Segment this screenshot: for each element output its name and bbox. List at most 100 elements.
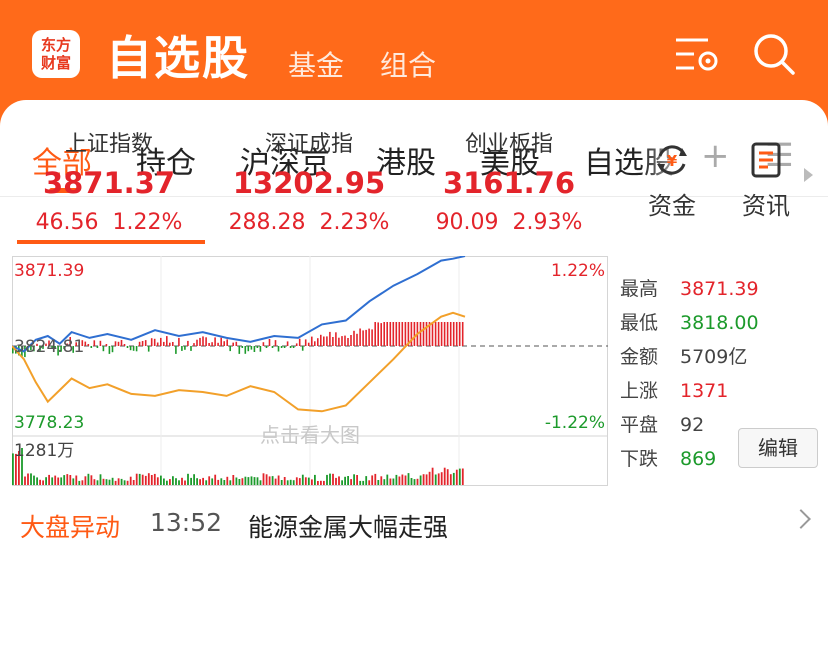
- volume-bar: [404, 475, 407, 485]
- intraday-chart[interactable]: 3871.39 3824.81 3778.23 1.22% -1.22% 128…: [12, 256, 608, 486]
- volume-bar: [42, 480, 44, 485]
- volume-bar: [347, 476, 349, 485]
- volume-bar: [428, 471, 431, 485]
- portfolio-link[interactable]: 组合: [380, 49, 437, 82]
- volume-bar: [241, 478, 244, 485]
- app-logo[interactable]: 东方 财富: [32, 30, 80, 78]
- diff-bar: [169, 342, 171, 346]
- volume-bar: [440, 472, 443, 485]
- diff-bar: [452, 322, 455, 346]
- tab-holdings[interactable]: 持仓: [136, 146, 196, 181]
- diff-bar: [111, 346, 114, 353]
- index-change: 90.09 2.93%: [414, 210, 604, 235]
- volume-bar: [166, 480, 168, 485]
- diff-bar: [271, 346, 274, 348]
- search-icon[interactable]: [752, 32, 796, 76]
- index-shenzhen[interactable]: 深证成指 13202.95 288.28 2.23%: [214, 126, 404, 235]
- diff-bar: [377, 322, 379, 346]
- volume-bar: [298, 478, 301, 485]
- diff-bar: [54, 346, 56, 348]
- diff-bar: [114, 341, 117, 346]
- volume-bar: [277, 475, 280, 485]
- volume-bar: [123, 480, 126, 485]
- volume-bar: [202, 477, 204, 485]
- volume-bar: [350, 479, 352, 485]
- volume-bar: [371, 475, 374, 485]
- diff-bar: [320, 334, 322, 346]
- volume-bar: [353, 474, 355, 485]
- volume-bar: [135, 473, 138, 485]
- diff-bar: [383, 322, 385, 346]
- diff-bar: [117, 341, 120, 346]
- news-button[interactable]: 资讯: [736, 140, 796, 221]
- diff-bar: [75, 342, 77, 346]
- diff-bar: [163, 341, 165, 346]
- volume-bar: [163, 478, 165, 485]
- index-change: 288.28 2.23%: [214, 210, 404, 235]
- diff-bar: [410, 322, 413, 346]
- volume-bar: [262, 473, 265, 485]
- diff-bar: [78, 342, 80, 346]
- index-name: 深证成指: [264, 132, 353, 157]
- settings-list-icon[interactable]: [674, 32, 720, 76]
- volume-bar: [51, 477, 54, 485]
- index-name: 创业板指: [464, 132, 553, 157]
- diff-bar: [449, 322, 452, 346]
- volume-bar: [368, 480, 371, 485]
- volume-bar: [78, 480, 81, 485]
- volume-bar: [443, 467, 446, 485]
- volume-bar: [181, 477, 183, 485]
- stat-key: 最高: [620, 278, 659, 300]
- volume-bar: [244, 476, 247, 485]
- tab-shanghai-shenzhen-beijing[interactable]: 沪深京: [240, 146, 330, 181]
- volume-bar: [193, 474, 195, 485]
- diff-bar: [446, 322, 449, 346]
- diff-bar: [141, 341, 144, 346]
- volume-bar: [329, 473, 331, 485]
- capital-flow-button[interactable]: ¥ 资金: [642, 140, 702, 221]
- diff-bar: [27, 346, 29, 352]
- index-change-points: 288.28: [228, 210, 306, 235]
- volume-bar: [184, 480, 186, 485]
- active-tab-indicator: [49, 188, 79, 193]
- add-tab-icon[interactable]: +: [701, 136, 730, 176]
- diff-bar: [443, 322, 446, 346]
- diff-bar: [253, 346, 256, 352]
- diff-bar: [326, 336, 328, 346]
- volume-bar: [223, 480, 226, 485]
- volume-bar: [380, 476, 383, 485]
- tab-hk-stocks[interactable]: 港股: [376, 146, 436, 181]
- volume-bar: [307, 477, 310, 485]
- funds-link[interactable]: 基金: [288, 49, 345, 82]
- base-value-label: 3824.81: [14, 337, 84, 357]
- diff-bar: [298, 338, 301, 346]
- diff-bar: [72, 346, 74, 353]
- diff-bar: [314, 341, 316, 346]
- volume-bar: [199, 479, 201, 485]
- volume-bar: [190, 477, 192, 485]
- index-chinext[interactable]: 创业板指 3161.76 90.09 2.93%: [414, 126, 604, 235]
- diff-bar: [18, 346, 20, 356]
- more-arrow-icon[interactable]: [804, 168, 813, 182]
- diff-bar: [69, 337, 71, 346]
- index-shanghai[interactable]: 上证指数 3871.37 46.56 1.22%: [14, 126, 204, 235]
- diff-bar: [235, 341, 238, 346]
- diff-bar: [99, 340, 102, 346]
- stat-key: 下跌: [620, 448, 659, 470]
- volume-bar: [108, 479, 111, 485]
- diff-bar: [419, 322, 422, 346]
- tab-all[interactable]: 全部: [32, 146, 92, 181]
- volume-bar: [341, 480, 343, 485]
- diff-bar: [362, 330, 364, 346]
- market-alert-row[interactable]: 大盘异动 13:52 能源金属大幅走强: [0, 500, 828, 552]
- volume-bar: [359, 480, 362, 485]
- volume-bar: [138, 473, 141, 485]
- edit-button[interactable]: 编辑: [738, 428, 818, 468]
- capital-flow-label: 资金: [648, 192, 696, 220]
- volume-bar: [87, 473, 90, 485]
- diff-bar: [365, 329, 367, 346]
- volume-bar: [326, 474, 328, 485]
- tab-us-stocks[interactable]: 美股: [480, 146, 540, 181]
- chevron-right-icon: [791, 509, 811, 529]
- stat-value: 5709亿: [680, 346, 748, 368]
